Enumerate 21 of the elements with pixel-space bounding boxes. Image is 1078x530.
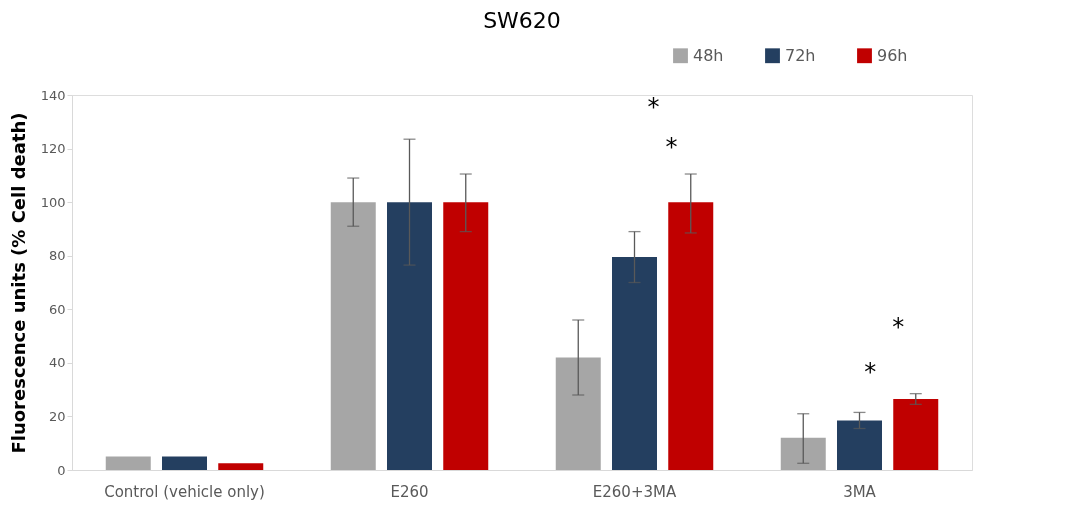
- x-tick-label: 3MA: [843, 482, 877, 501]
- legend-label: 48h: [693, 45, 724, 65]
- annotation: *: [665, 132, 678, 161]
- legend-label: 96h: [877, 45, 908, 65]
- annotation: *: [864, 357, 877, 386]
- annotation: *: [647, 93, 660, 122]
- y-axis-title: Fluorescence units (% Cell death): [7, 112, 29, 454]
- legend-label: 72h: [785, 45, 816, 65]
- y-tick-label: 100: [40, 194, 66, 210]
- y-tick-label: 140: [40, 87, 66, 103]
- x-tick-label: Control (vehicle only): [104, 482, 265, 501]
- x-tick-label: E260+3MA: [592, 482, 677, 501]
- y-tick-label: 80: [48, 248, 66, 264]
- y-tick-label: 0: [57, 462, 66, 478]
- y-tick-label: 40: [48, 355, 66, 371]
- chart-title: SW620: [483, 8, 561, 33]
- x-tick-label: E260: [390, 482, 429, 501]
- y-tick-label: 60: [48, 301, 66, 317]
- y-tick-label: 120: [40, 141, 66, 157]
- y-tick-label: 20: [48, 408, 66, 424]
- annotation: *: [892, 312, 905, 341]
